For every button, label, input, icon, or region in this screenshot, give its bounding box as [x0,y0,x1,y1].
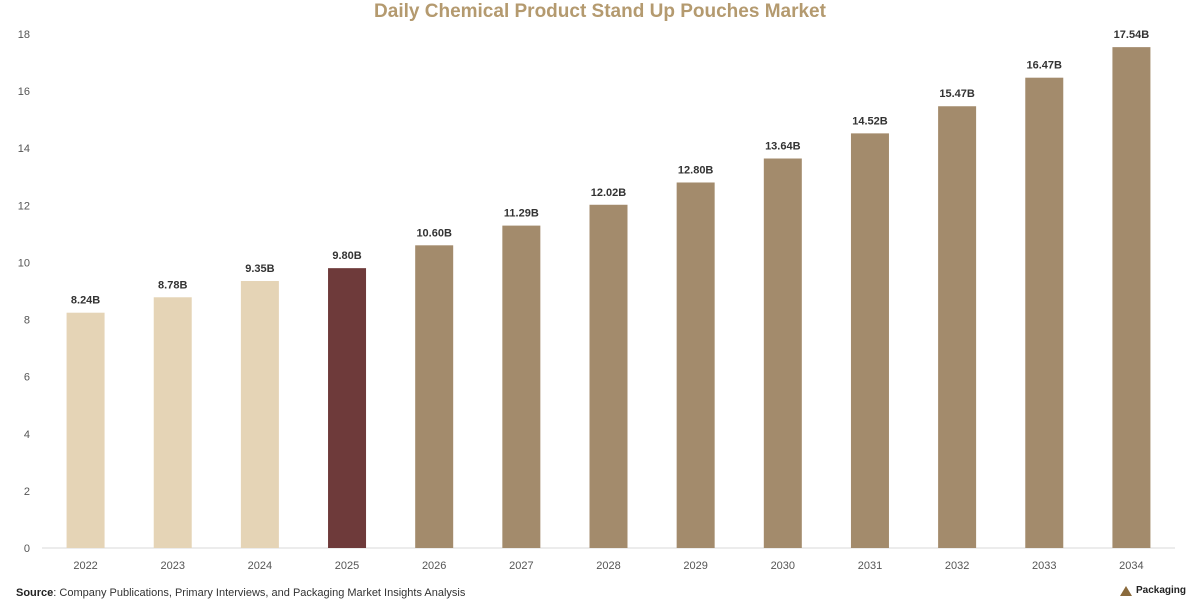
x-tick-label: 2025 [335,560,359,572]
x-tick-label: 2022 [73,560,97,572]
x-tick-label: 2033 [1032,560,1056,572]
bar-2031 [850,133,889,548]
data-label-2030: 13.64B [765,141,801,153]
y-tick-label: 8 [24,315,30,327]
x-tick-label: 2034 [1119,560,1143,572]
x-tick-label: 2032 [945,560,969,572]
y-tick-label: 0 [24,543,30,555]
data-label-2032: 15.47B [939,88,975,100]
x-tick-label: 2031 [858,560,882,572]
bar-2030 [763,158,802,548]
y-tick-label: 4 [24,429,30,441]
y-tick-label: 14 [18,143,30,155]
bar-2028 [589,204,628,549]
x-tick-label: 2030 [771,560,795,572]
data-label-2025: 9.80B [332,250,361,262]
x-tick-label: 2027 [509,560,533,572]
bar-2022 [66,312,105,548]
data-label-2033: 16.47B [1027,60,1063,72]
data-label-2024: 9.35B [245,263,274,275]
data-label-2034: 17.54B [1114,29,1150,41]
x-tick-label: 2028 [596,560,620,572]
data-label-2029: 12.80B [678,164,714,176]
house-icon [1119,585,1132,596]
x-tick-label: 2029 [683,560,707,572]
y-tick-label: 10 [18,257,30,269]
y-tick-label: 12 [18,200,30,212]
bar-2033 [1025,77,1064,548]
x-tick-label: 2024 [248,560,272,572]
data-label-2031: 14.52B [852,115,888,127]
bar-2023 [153,297,192,548]
chart-title: Daily Chemical Product Stand Up Pouches … [374,1,826,22]
bar-2032 [938,106,977,549]
data-label-2028: 12.02B [591,187,627,199]
x-tick-label: 2026 [422,560,446,572]
source-note: Source: Company Publications, Primary In… [16,586,465,600]
x-tick-label: 2023 [160,560,184,572]
data-label-2027: 11.29B [504,208,539,220]
data-label-2023: 8.78B [158,279,187,291]
bar-2024 [240,281,279,548]
y-tick-label: 6 [24,372,30,384]
bar-chart: 0 2 4 6 8 10 12 14 16 18 8.24B 2022 8.78B 2023 9.35B 20… [18,29,1175,572]
bar-2026 [415,245,454,549]
bar-2027 [502,225,541,548]
bar-2034 [1112,47,1151,548]
brand-name: Packaging [1135,585,1186,596]
brand-logo: Packaging [1119,585,1186,596]
data-label-2022: 8.24B [71,295,100,307]
y-tick-label: 2 [24,486,30,498]
source-label: Source [16,587,54,599]
y-tick-label: 18 [18,29,30,41]
bar-2029 [676,182,715,548]
bar-2025 [328,268,367,548]
data-label-2026: 10.60B [416,227,452,239]
source-text: : Company Publications, Primary Intervie… [53,587,466,599]
y-tick-label: 16 [18,86,30,98]
